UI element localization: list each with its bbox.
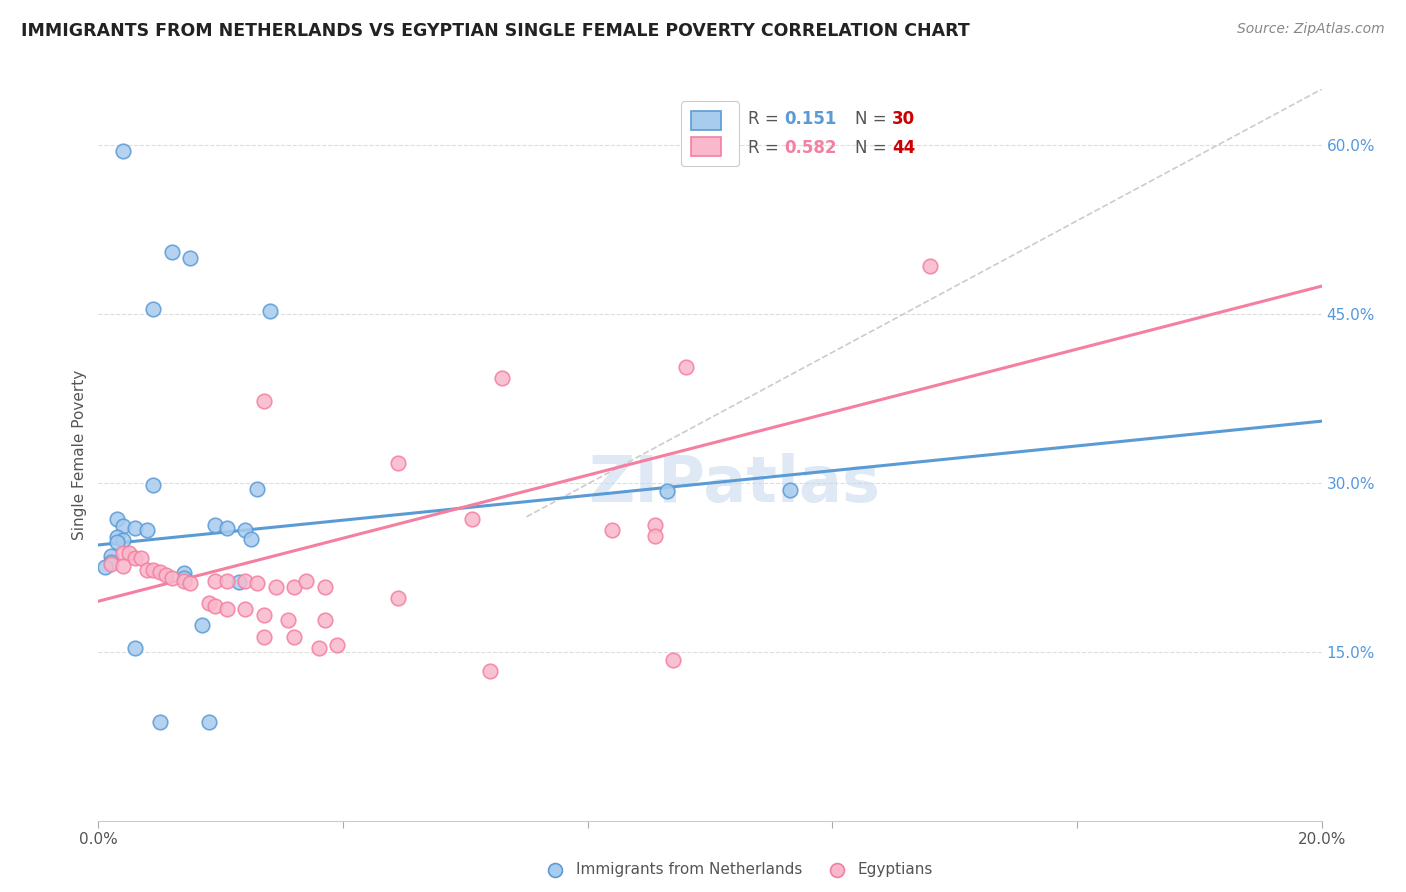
Point xyxy=(105,530,128,544)
Point xyxy=(387,591,409,605)
Point xyxy=(215,574,238,588)
Point xyxy=(246,576,269,591)
Point xyxy=(920,259,942,273)
Text: N =: N = xyxy=(855,139,891,157)
Text: R =: R = xyxy=(748,111,785,128)
Point xyxy=(191,617,214,632)
Point xyxy=(460,512,482,526)
Point xyxy=(124,641,146,656)
Point xyxy=(179,576,201,591)
Text: 0.582: 0.582 xyxy=(785,139,837,157)
Point xyxy=(215,602,238,616)
Point xyxy=(233,574,256,588)
Point xyxy=(111,533,134,548)
Point xyxy=(600,524,623,538)
Point xyxy=(100,555,122,569)
Point xyxy=(149,714,172,729)
Point xyxy=(478,664,501,678)
Point xyxy=(215,521,238,535)
Point xyxy=(118,546,141,560)
Point xyxy=(124,551,146,566)
Point xyxy=(204,599,226,613)
Point xyxy=(252,630,274,644)
Text: 44: 44 xyxy=(891,139,915,157)
Point xyxy=(142,478,165,492)
Text: Source: ZipAtlas.com: Source: ZipAtlas.com xyxy=(1237,22,1385,37)
Text: ZIPatlas: ZIPatlas xyxy=(589,453,880,516)
Point xyxy=(326,638,349,652)
Point xyxy=(160,245,183,260)
Point xyxy=(105,512,128,526)
Point xyxy=(179,251,201,265)
Point xyxy=(259,304,281,318)
Point xyxy=(204,574,226,588)
Text: Immigrants from Netherlands: Immigrants from Netherlands xyxy=(576,863,803,877)
Point xyxy=(264,580,287,594)
Point xyxy=(100,557,122,571)
Point xyxy=(173,574,195,588)
Point xyxy=(240,533,263,547)
Point xyxy=(246,482,269,496)
Point xyxy=(644,517,666,532)
Point xyxy=(197,597,219,611)
Point xyxy=(204,517,226,532)
Point xyxy=(283,630,305,644)
Point xyxy=(228,575,250,590)
Point xyxy=(308,641,330,656)
Point xyxy=(160,571,183,585)
Point xyxy=(197,714,219,729)
Point xyxy=(105,534,128,549)
Text: IMMIGRANTS FROM NETHERLANDS VS EGYPTIAN SINGLE FEMALE POVERTY CORRELATION CHART: IMMIGRANTS FROM NETHERLANDS VS EGYPTIAN … xyxy=(21,22,970,40)
Point xyxy=(387,456,409,470)
Point xyxy=(277,613,299,627)
Point xyxy=(314,613,336,627)
Point xyxy=(93,560,115,574)
Point xyxy=(491,371,513,385)
Point xyxy=(173,571,195,585)
Point xyxy=(657,483,679,498)
Point xyxy=(136,524,159,538)
Text: R =: R = xyxy=(748,139,785,157)
Point xyxy=(252,393,274,408)
Point xyxy=(142,563,165,577)
Text: N =: N = xyxy=(855,111,891,128)
Point xyxy=(295,574,318,588)
Point xyxy=(314,580,336,594)
Point xyxy=(111,546,134,560)
Point xyxy=(100,549,122,564)
Point xyxy=(155,568,177,582)
Point xyxy=(149,565,172,579)
Point xyxy=(142,301,165,316)
Text: 0.151: 0.151 xyxy=(785,111,837,128)
Point xyxy=(252,607,274,622)
Point xyxy=(233,524,256,538)
Point xyxy=(779,483,801,497)
Text: 30: 30 xyxy=(891,111,915,128)
Point xyxy=(124,521,146,535)
Point xyxy=(111,144,134,158)
Point xyxy=(233,602,256,616)
Point xyxy=(675,360,697,375)
Point xyxy=(129,551,152,566)
Text: Egyptians: Egyptians xyxy=(858,863,934,877)
Point xyxy=(283,580,305,594)
Point xyxy=(111,559,134,574)
Point xyxy=(662,653,685,667)
Legend: , : , xyxy=(681,101,740,166)
Y-axis label: Single Female Poverty: Single Female Poverty xyxy=(72,370,87,540)
Point xyxy=(136,563,159,577)
Point xyxy=(644,529,666,543)
Point xyxy=(173,566,195,580)
Point xyxy=(111,518,134,533)
